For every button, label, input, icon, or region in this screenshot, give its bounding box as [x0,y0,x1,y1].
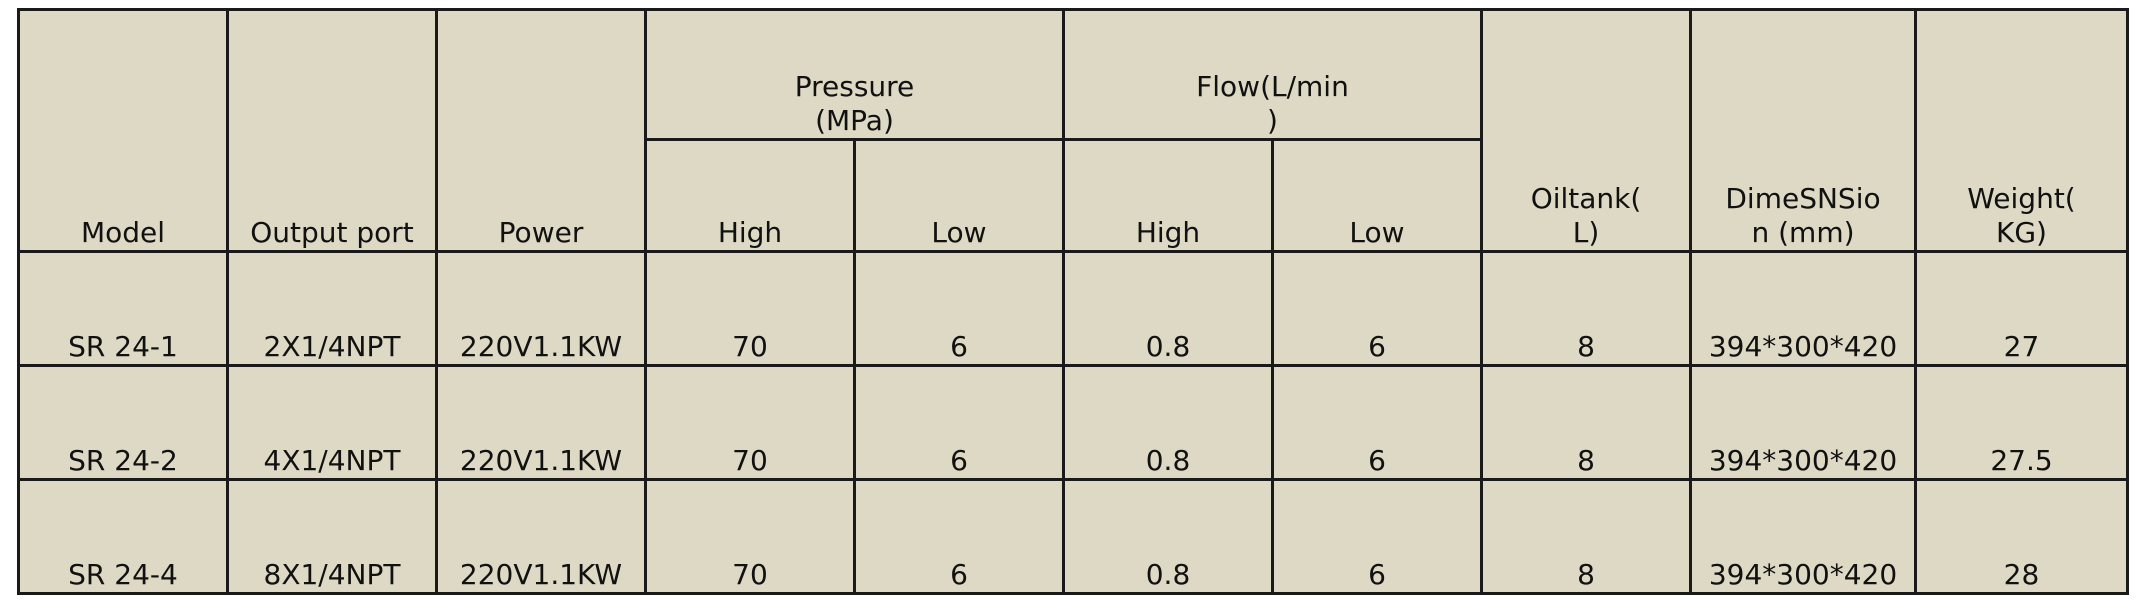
cell-model: SR 24-2 [17,364,229,481]
header-oiltank: Oiltank( L) [1480,8,1692,253]
cell-pressure-high: 70 [644,364,856,481]
cell-model: SR 24-4 [17,478,229,595]
header-pressure: Pressure (MPa) [644,8,1065,141]
cell-pressure-high: 70 [644,478,856,595]
header-weight: Weight( KG) [1914,8,2129,253]
cell-dimension: 394*300*420 [1689,250,1917,367]
spec-table: Model Output port Power Pressure (MPa) F… [17,8,2129,595]
header-output-port: Output port [226,8,438,253]
cell-dimension: 394*300*420 [1689,478,1917,595]
header-dimension: DimeSNSio n (mm) [1689,8,1917,253]
cell-flow-low: 6 [1271,364,1483,481]
header-pressure-high: High [644,138,856,253]
header-flow-low: Low [1271,138,1483,253]
cell-dimension: 394*300*420 [1689,364,1917,481]
table-row: SR 24-1 2X1/4NPT 220V1.1KW 70 6 0.8 6 8 … [17,250,2129,367]
header-model: Model [17,8,229,253]
cell-weight: 27 [1914,250,2129,367]
cell-output-port: 4X1/4NPT [226,364,438,481]
cell-oiltank: 8 [1480,250,1692,367]
header-flow-high: High [1062,138,1274,253]
cell-power: 220V1.1KW [435,250,647,367]
subheader-row: High Low High Low [19,138,2128,253]
cell-model: SR 24-1 [17,250,229,367]
cell-pressure-low: 6 [853,250,1065,367]
header-flow: Flow(L/min ) [1062,8,1483,141]
cell-output-port: 2X1/4NPT [226,250,438,367]
header-row: Model Output port Power Pressure (MPa) F… [17,8,2129,253]
table-row: SR 24-4 8X1/4NPT 220V1.1KW 70 6 0.8 6 8 … [17,478,2129,595]
cell-flow-high: 0.8 [1062,364,1274,481]
cell-weight: 28 [1914,478,2129,595]
cell-flow-low: 6 [1271,250,1483,367]
cell-flow-high: 0.8 [1062,250,1274,367]
cell-output-port: 8X1/4NPT [226,478,438,595]
cell-flow-low: 6 [1271,478,1483,595]
table-row: SR 24-2 4X1/4NPT 220V1.1KW 70 6 0.8 6 8 … [17,364,2129,481]
cell-weight: 27.5 [1914,364,2129,481]
cell-pressure-low: 6 [853,364,1065,481]
cell-oiltank: 8 [1480,364,1692,481]
header-pressure-low: Low [853,138,1065,253]
cell-oiltank: 8 [1480,478,1692,595]
header-power: Power [435,8,647,253]
cell-power: 220V1.1KW [435,478,647,595]
cell-flow-high: 0.8 [1062,478,1274,595]
cell-pressure-high: 70 [644,250,856,367]
cell-pressure-low: 6 [853,478,1065,595]
cell-power: 220V1.1KW [435,364,647,481]
